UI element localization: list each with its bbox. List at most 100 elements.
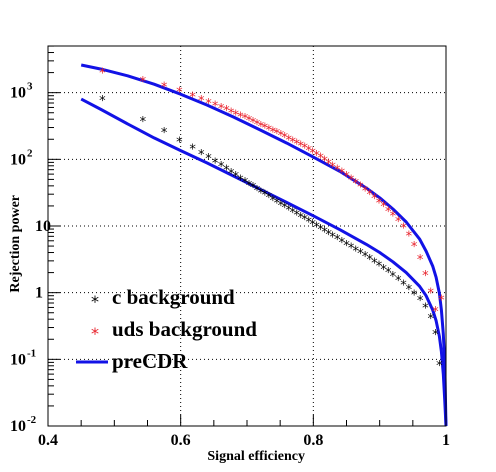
- c-background-point: *: [390, 270, 397, 285]
- c-background-point: *: [339, 236, 346, 251]
- c-background-point: *: [290, 206, 297, 221]
- uds-background-point: *: [99, 66, 106, 81]
- legend-marker-c-background: *: [91, 292, 99, 311]
- uds-background-point: *: [254, 118, 261, 133]
- c-background-point: *: [246, 179, 253, 194]
- c-background-point: *: [161, 126, 168, 141]
- c-background-point: *: [400, 278, 407, 293]
- y-tick-label: 10: [35, 218, 51, 235]
- uds-background-point: *: [380, 200, 387, 215]
- uds-background-point: *: [325, 157, 332, 172]
- uds-background-point: *: [406, 230, 413, 245]
- c-background-point: *: [406, 283, 413, 298]
- uds-background-point: *: [313, 149, 320, 164]
- y-tick-exponent: 2: [27, 147, 33, 159]
- uds-background-point: *: [232, 108, 239, 123]
- uds-background-point: *: [246, 114, 253, 129]
- uds-background-point: *: [286, 133, 293, 148]
- uds-background-point: *: [205, 97, 212, 112]
- axis-ticks: [47, 45, 447, 427]
- uds-background-point: *: [189, 91, 196, 106]
- series-layer: **** * * * * ********************************…: [80, 63, 448, 427]
- c-background-point: *: [417, 294, 424, 309]
- c-background-point: *: [228, 167, 235, 182]
- uds-background-point: *: [198, 94, 205, 109]
- uds-background-point: *: [294, 137, 301, 152]
- c-background-point: *: [99, 94, 106, 109]
- uds-background-point: *: [305, 144, 312, 159]
- c-background-point: *: [258, 186, 265, 201]
- legend-label-uds-background: uds background: [112, 317, 257, 341]
- precdr-curve-1: [80, 97, 448, 427]
- uds-background-point: *: [176, 85, 183, 100]
- c-background-point: *: [427, 312, 434, 327]
- uds-background-point: *: [278, 129, 285, 144]
- uds-background-point: *: [266, 124, 273, 139]
- uds-background-point: *: [329, 160, 336, 175]
- c-background-point: *: [301, 213, 308, 228]
- uds-background-point: *: [161, 81, 168, 96]
- uds-background-point: *: [317, 152, 324, 167]
- uds-background-point: *: [140, 75, 147, 90]
- c-background-point: *: [313, 220, 320, 235]
- c-background-point: *: [254, 184, 261, 199]
- y-tick-exponent: -2: [27, 414, 37, 426]
- uds-background-point: *: [343, 170, 350, 185]
- uds-background-point: *: [411, 240, 418, 255]
- uds-background-point: *: [274, 127, 281, 142]
- c-background-point: *: [274, 196, 281, 211]
- c-background-point: *: [334, 233, 341, 248]
- uds-background-point: *: [212, 100, 219, 115]
- c-background-point: *: [140, 115, 147, 130]
- c-background-point: *: [353, 244, 360, 259]
- uds-background-point: *: [385, 205, 392, 220]
- y-tick-exponent: 3: [27, 81, 33, 93]
- c-background-point: *: [343, 239, 350, 254]
- x-tick-label: 0.6: [171, 432, 191, 449]
- c-background-point: *: [297, 211, 304, 226]
- uds-background-point: *: [258, 120, 265, 135]
- c-background-point: *: [411, 288, 418, 303]
- uds-background-point: *: [395, 215, 402, 230]
- c-background-point: *: [266, 191, 273, 206]
- y-tick-label: 10: [10, 351, 26, 368]
- c-background-point: *: [321, 225, 328, 240]
- y-tick-label: 1: [35, 285, 43, 302]
- c-background-point: *: [232, 170, 239, 185]
- x-axis-title: Signal efficiency: [207, 449, 305, 464]
- uds-background-point: *: [218, 102, 225, 117]
- uds-background-point: *: [262, 122, 269, 137]
- c-background-point: *: [189, 143, 196, 158]
- uds-background-point: *: [321, 154, 328, 169]
- uds-background-point: *: [427, 286, 434, 301]
- uds-background-point: *: [376, 196, 383, 211]
- c-background-point: *: [395, 274, 402, 289]
- x-tick-label: 1: [442, 432, 450, 449]
- uds-background-point: *: [250, 116, 257, 131]
- c-background-point: *: [250, 181, 257, 196]
- c-background-point: *: [357, 247, 364, 262]
- c-background-point: *: [237, 173, 244, 188]
- legend-marker-uds-background: *: [91, 324, 99, 343]
- y-axis-title: Rejection power: [8, 195, 23, 293]
- c-background-point: *: [432, 328, 439, 343]
- c-background-point: *: [385, 266, 392, 281]
- uds-background-point: *: [282, 131, 289, 146]
- c-background-point: *: [223, 163, 230, 178]
- uds-background-point: *: [309, 146, 316, 161]
- uds-background-point: *: [362, 184, 369, 199]
- c-background-point: *: [325, 228, 332, 243]
- uds-background-point: *: [242, 112, 249, 127]
- uds-background-point: *: [417, 253, 424, 268]
- legend-label-precdr: preCDR: [112, 349, 188, 373]
- c-background-point: *: [218, 160, 225, 175]
- uds-background-point: *: [297, 139, 304, 154]
- uds-background-point: *: [366, 188, 373, 203]
- uds-background-point: *: [371, 192, 378, 207]
- uds-background-point: *: [339, 167, 346, 182]
- x-tick-label: 0.8: [303, 432, 323, 449]
- c-background-point: *: [436, 359, 443, 374]
- c-background-point: *: [286, 204, 293, 219]
- c-background-point: *: [198, 148, 205, 163]
